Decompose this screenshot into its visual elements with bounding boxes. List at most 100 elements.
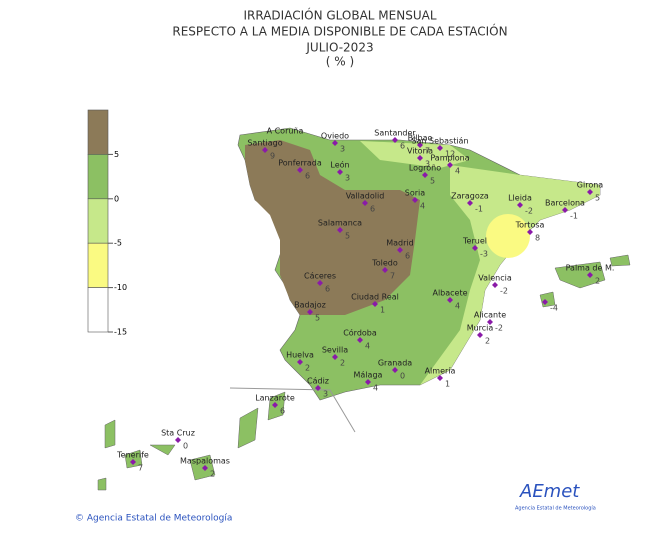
station-marker [297, 359, 303, 365]
station-marker [422, 172, 428, 178]
station-value: 1 [445, 380, 450, 389]
station-marker [477, 332, 483, 338]
station-value: 4 [365, 342, 370, 351]
station-marker [472, 245, 478, 251]
canary-frame [229, 387, 356, 433]
station-value: -2 [525, 207, 533, 216]
station-name: A Coruña [267, 127, 304, 136]
station-value: 6 [305, 172, 310, 181]
station-value: 4 [455, 167, 460, 176]
station-name: Santiago [247, 139, 282, 148]
title: ( % ) [326, 55, 354, 69]
regions [97, 127, 631, 491]
station-name: Logroño [409, 164, 441, 173]
station-marker [447, 162, 453, 168]
station-name: Palma de M. [566, 264, 615, 273]
station-value: -3 [480, 250, 488, 259]
station-marker [307, 309, 313, 315]
station-marker [317, 280, 323, 286]
station-value: 6 [280, 407, 285, 416]
station-value: 5 [345, 232, 350, 241]
station-value: 2 [485, 337, 490, 346]
station-marker [372, 301, 378, 307]
station-name: Sevilla [322, 346, 348, 355]
station-marker [382, 267, 388, 273]
station-value: 5 [595, 194, 600, 203]
station-name: Badajoz [294, 301, 326, 310]
station-marker [527, 229, 533, 235]
station-value: 12 [445, 150, 455, 159]
station-name: Cáceres [304, 272, 336, 281]
station-name: Teruel [462, 237, 487, 246]
station-marker [587, 272, 593, 278]
station-value: 5 [430, 177, 435, 186]
station-marker [362, 200, 368, 206]
station-value: 2 [340, 359, 345, 368]
station-value: 7 [425, 147, 430, 156]
station-marker [332, 354, 338, 360]
island [97, 391, 286, 491]
station-name: Córdoba [343, 328, 377, 338]
legend-band [87, 287, 109, 333]
station-name: Valencia [478, 274, 512, 283]
station-name: Barcelona [545, 199, 585, 208]
station-name: Zaragoza [451, 192, 489, 201]
station-value: 0 [400, 372, 405, 381]
station-marker [587, 189, 593, 195]
station-marker [467, 200, 473, 206]
station-value: 2 [210, 470, 215, 479]
station-marker [492, 282, 498, 288]
station-name: Maspalomas [180, 457, 230, 466]
station-name: Pamplona [430, 154, 469, 163]
station-marker [417, 155, 423, 161]
station-value: -1 [570, 212, 578, 221]
station-value: 9 [270, 152, 275, 161]
station-marker [412, 197, 418, 203]
station-name: Santander [374, 129, 416, 138]
station-value: 3 [345, 174, 350, 183]
station-marker [337, 227, 343, 233]
station-value: -4 [550, 304, 558, 313]
station-value: 6 [405, 252, 410, 261]
station-marker [202, 465, 208, 471]
station-value: 7 [390, 272, 395, 281]
title: RESPECTO A LA MEDIA DISPONIBLE DE CADA E… [172, 24, 507, 39]
station-name: Lleida [508, 194, 532, 203]
zone-light [420, 165, 600, 385]
legend-band [87, 109, 109, 155]
zone-brown [245, 140, 420, 315]
station-marker [437, 375, 443, 381]
station-marker [447, 297, 453, 303]
station-marker [542, 299, 548, 305]
station-name: Málaga [354, 371, 383, 380]
island [539, 254, 631, 308]
station-value: 3 [425, 160, 430, 169]
station-name: Huelva [286, 351, 314, 360]
logo: AEmet [519, 481, 580, 502]
station-name: Ponferrada [278, 159, 322, 168]
station-name: Oviedo [321, 132, 349, 141]
station-name: León [330, 160, 349, 170]
footer: © Agencia Estatal de Meteorología [75, 514, 232, 524]
station-marker [392, 367, 398, 373]
zone-yellow [486, 214, 530, 258]
station-value: 5 [315, 314, 320, 323]
legend-tick-label: -10 [114, 283, 127, 292]
station-marker [365, 379, 371, 385]
station-marker [315, 385, 321, 391]
station-name: Almería [425, 367, 456, 376]
station-name: Lanzarote [255, 394, 295, 403]
station-name: Alicante [474, 311, 506, 320]
station-marker [517, 202, 523, 208]
station-name: Ciudad Real [351, 293, 399, 302]
station-marker [562, 207, 568, 213]
station-marker [262, 147, 268, 153]
legend-tick-label: -15 [114, 328, 127, 337]
legend-band [87, 154, 109, 200]
station-name: Granada [378, 359, 412, 368]
station-name: Bilbao [408, 134, 433, 143]
station-name: Tortosa [515, 221, 545, 230]
station-name: Murcia [467, 324, 494, 333]
station-name: Girona [577, 181, 604, 190]
